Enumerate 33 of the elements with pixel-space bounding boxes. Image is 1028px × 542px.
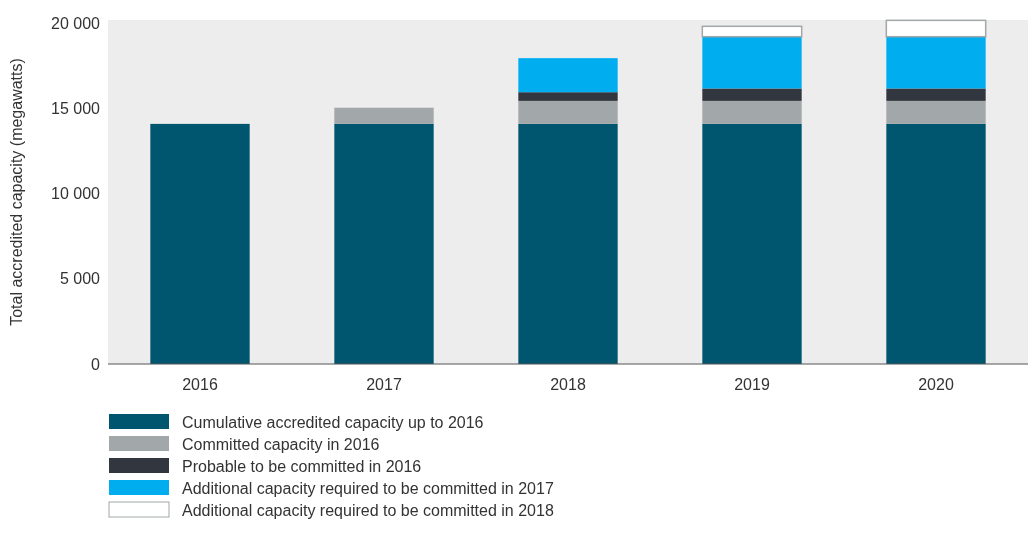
bar bbox=[518, 123, 618, 364]
legend-label: Cumulative accredited capacity up to 2016 bbox=[182, 413, 484, 431]
bar bbox=[886, 123, 986, 364]
y-axis-title: Total accredited capacity (megawatts) bbox=[8, 58, 25, 326]
bar bbox=[334, 107, 434, 124]
x-tick-label: 2017 bbox=[366, 376, 402, 393]
bar bbox=[886, 88, 986, 101]
bar bbox=[702, 36, 802, 89]
bar bbox=[702, 88, 802, 101]
legend-label: Committed capacity in 2016 bbox=[182, 435, 380, 453]
bar bbox=[702, 123, 802, 364]
x-tick-label: 2019 bbox=[734, 376, 770, 393]
x-tick-label: 2016 bbox=[182, 376, 218, 393]
bar bbox=[150, 123, 250, 364]
y-tick-label: 10 000 bbox=[51, 185, 101, 203]
legend-label: Additional capacity required to be committed in 2017 bbox=[182, 479, 554, 497]
bar bbox=[334, 123, 434, 364]
y-tick-label: 20 000 bbox=[51, 15, 101, 33]
legend-label: Additional capacity required to be committed in 2018 bbox=[182, 501, 554, 519]
bar bbox=[518, 100, 618, 124]
y-tick-label: 5 000 bbox=[59, 270, 101, 288]
bar bbox=[518, 92, 618, 101]
y-tick-label: 15 000 bbox=[51, 100, 101, 118]
x-tick-label: 2020 bbox=[918, 376, 954, 393]
bar bbox=[886, 100, 986, 124]
bar bbox=[886, 36, 986, 89]
legend-label: Probable to be committed in 2016 bbox=[182, 457, 422, 475]
bar bbox=[885, 19, 987, 38]
x-tick-label: 2018 bbox=[550, 376, 586, 393]
bar bbox=[701, 25, 803, 38]
bar bbox=[518, 58, 618, 93]
y-tick-label: 0 bbox=[91, 355, 101, 373]
bar bbox=[702, 100, 802, 124]
